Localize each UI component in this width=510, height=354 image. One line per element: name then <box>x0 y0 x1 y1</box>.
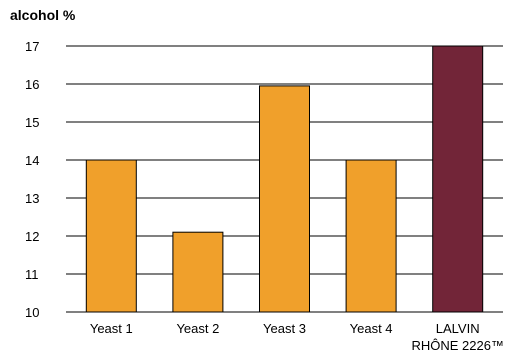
bar-4 <box>345 159 397 313</box>
bar-3 <box>259 85 310 313</box>
category-label: Yeast 1 <box>90 321 133 336</box>
y-tick-label: 10 <box>25 305 39 320</box>
y-tick-label: 14 <box>25 153 39 168</box>
bar-2 <box>172 231 224 313</box>
bar-1 <box>85 159 137 313</box>
y-tick-label: 12 <box>25 229 39 244</box>
bars <box>85 45 484 313</box>
y-tick-label: 11 <box>25 267 39 282</box>
y-tick-label: 17 <box>25 39 39 54</box>
y-tick-label: 16 <box>25 77 39 92</box>
category-labels: Yeast 1 Yeast 2 Yeast 3 Yeast 4 LALVIN RHÔNE … <box>90 321 504 353</box>
y-tick-label: 13 <box>25 191 39 206</box>
category-label: Yeast 4 <box>350 321 393 336</box>
bar-5 <box>432 45 484 313</box>
y-tick-label: 15 <box>25 115 39 130</box>
category-label: Yeast 2 <box>176 321 219 336</box>
category-label: Yeast 3 <box>263 321 306 336</box>
y-axis-label: alcohol % <box>10 7 76 23</box>
y-tick-labels: 10 11 12 13 14 15 16 17 <box>25 39 39 320</box>
category-label: LALVIN RHÔNE 2226™ <box>411 321 503 353</box>
